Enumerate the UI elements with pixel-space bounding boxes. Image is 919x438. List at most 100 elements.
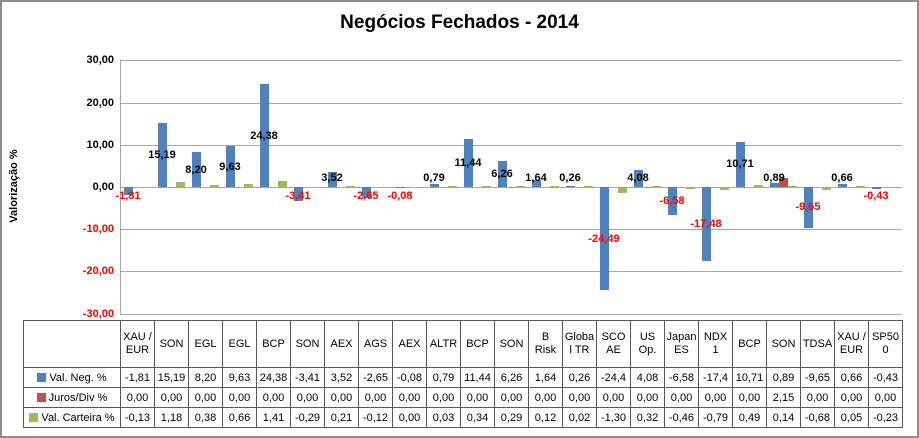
value-cell: -17,4 [698,367,733,388]
category-header-cell: SON [154,320,189,368]
bar-s0-c18[interactable] [735,141,745,187]
bar-s2-c13[interactable] [583,186,593,187]
bar-s0-c19[interactable] [769,183,779,187]
bar-s0-c12[interactable] [531,180,541,187]
category-header-cell: NDX 1 [698,320,733,368]
y-tick-label: -30,00 [82,307,114,320]
value-cell: -0,29 [290,407,325,428]
value-cell: 1,64 [528,367,563,388]
value-cell: 0,00 [562,387,597,408]
bar-s0-c5[interactable] [293,187,303,202]
bar-s2-c4[interactable] [277,181,287,187]
value-cell: 6,26 [494,367,529,388]
bar-s0-c1[interactable] [157,122,167,187]
bar-s2-c10[interactable] [481,185,491,187]
gridline [120,60,902,62]
data-label: 11,44 [454,156,482,169]
data-label: -0,08 [387,190,413,202]
data-label: 24,38 [250,129,278,142]
bar-s2-c6[interactable] [345,186,355,187]
value-cell: -0,68 [800,407,835,428]
bar-s0-c10[interactable] [463,138,473,187]
bar-s2-c5[interactable] [311,187,321,189]
category-header-cell: XAU / EUR [120,320,155,368]
value-cell: 0,00 [256,387,291,408]
bar-s0-c13[interactable] [565,185,575,187]
bar-s2-c22[interactable] [889,187,899,188]
data-label: -9,65 [795,201,821,214]
bar-s0-c16[interactable] [667,187,677,215]
value-cell: 1,18 [154,407,189,428]
value-cell: 24,38 [256,367,291,388]
value-cell: 0,29 [494,407,529,428]
value-cell: 0,34 [460,407,495,428]
bar-s0-c6[interactable] [327,172,337,187]
data-label: -1,81 [115,190,141,202]
bar-s2-c1[interactable] [175,182,185,187]
value-cell: 0,00 [358,387,393,408]
bar-s2-c19[interactable] [787,186,797,187]
value-cell: 0,00 [800,387,835,408]
legend-swatch-icon [29,412,39,422]
gridline [120,229,902,231]
data-label: 9,63 [219,160,241,173]
bar-s0-c2[interactable] [191,152,201,187]
bar-s0-c14[interactable] [599,187,609,291]
value-cell: 1,41 [256,407,291,428]
value-cell: -0,08 [392,367,427,388]
legend-cell: Juros/Div % [23,387,121,408]
value-cell: -2,65 [358,367,393,388]
value-cell: 0,00 [426,387,461,408]
bar-s0-c3[interactable] [225,146,235,187]
bar-s0-c17[interactable] [701,187,711,261]
category-header-cell: AEX [392,320,427,368]
data-table: XAU / EUR SON EGL EGL BCP SON AEX AGS AEX ALTR BCP… [23,320,903,428]
data-label: -17,48 [690,217,722,230]
bar-s2-c21[interactable] [855,186,865,187]
bar-s0-c15[interactable] [633,169,643,187]
bar-s2-c14[interactable] [617,187,627,193]
value-cell: 0,00 [154,387,189,408]
bar-s0-c8[interactable] [395,187,405,188]
bar-s0-c22[interactable] [871,187,881,189]
bar-s2-c12[interactable] [549,186,559,187]
bar-s2-c17[interactable] [719,187,729,191]
y-tick-label: 0,00 [92,181,114,193]
value-cell: 0,00 [528,387,563,408]
bar-s2-c20[interactable] [821,187,831,190]
bar-s2-c11[interactable] [515,185,525,187]
bar-s0-c0[interactable] [123,187,133,195]
value-cell: 11,44 [460,367,495,388]
value-cell: -24,4 [596,367,631,388]
bar-s0-c7[interactable] [361,187,371,199]
bar-s2-c9[interactable] [447,186,457,187]
value-cell: 0,00 [834,387,869,408]
bar-s1-c19[interactable] [778,177,788,187]
bar-s2-c18[interactable] [753,184,763,187]
y-tick-label: -10,00 [82,223,114,236]
category-header-cell: BCP [256,320,291,368]
value-cell: 0,00 [494,387,529,408]
bar-s2-c2[interactable] [209,185,219,187]
bar-s0-c11[interactable] [497,160,507,187]
bar-s0-c20[interactable] [803,187,813,228]
bar-s2-c16[interactable] [685,187,695,189]
chart-title: Negócios Fechados - 2014 [340,12,579,33]
bar-s0-c4[interactable] [259,84,269,187]
value-cell: 0,05 [834,407,869,428]
bar-s2-c3[interactable] [243,184,253,187]
value-cell: 0,00 [630,387,665,408]
bar-s2-c7[interactable] [379,187,389,188]
category-header-cell: BCP [732,320,767,368]
category-header-cell: ALTR [426,320,461,368]
value-cell: 0,00 [392,387,427,408]
value-cell: 0,00 [324,387,359,408]
bar-s2-c15[interactable] [651,185,661,187]
value-cell: 0,00 [596,387,631,408]
value-cell: -0,23 [868,407,903,428]
category-header-cell: AEX [324,320,359,368]
data-label: 15,19 [148,148,176,161]
bar-s0-c9[interactable] [429,183,439,187]
bar-s0-c21[interactable] [837,184,847,187]
bar-s2-c0[interactable] [141,187,151,188]
